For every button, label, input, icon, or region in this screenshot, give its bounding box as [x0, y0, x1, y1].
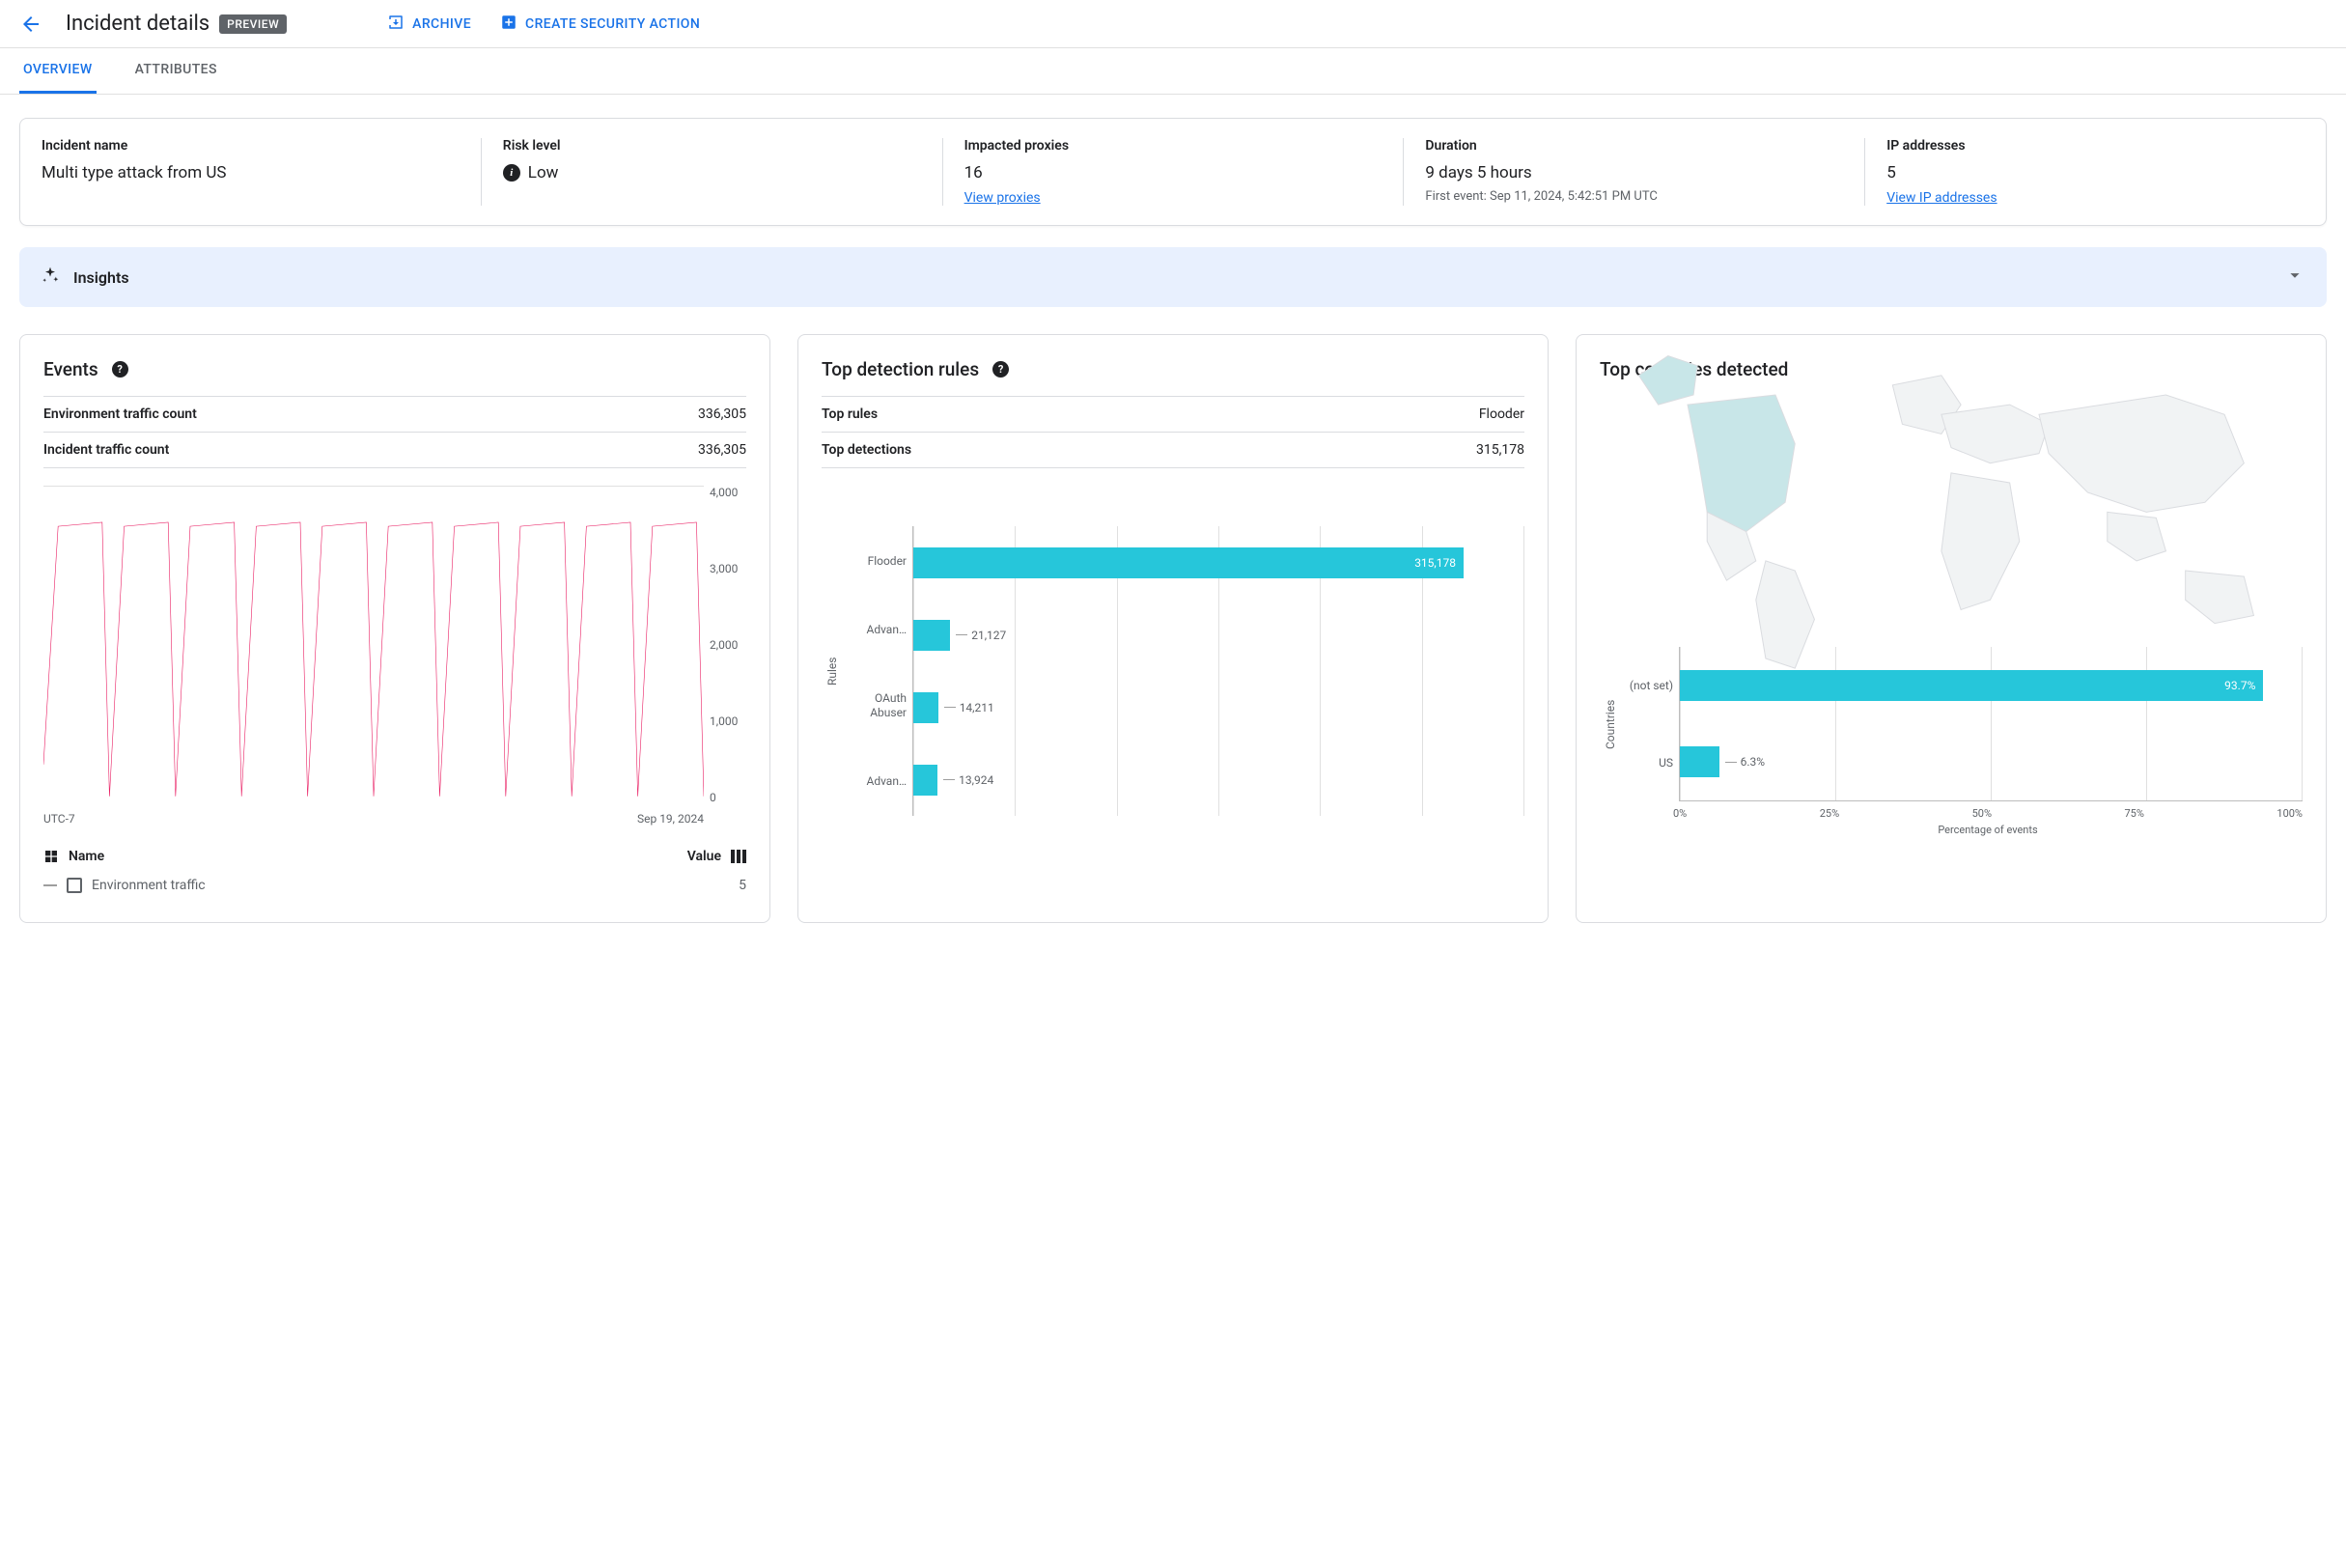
top-detections-value: 315,178	[1476, 442, 1524, 458]
view-proxies-link[interactable]: View proxies	[964, 190, 1041, 206]
ip-addresses-value: 5	[1886, 163, 2304, 182]
page-header: Incident details PREVIEW ARCHIVE CREATE …	[0, 0, 2346, 48]
xaxis-left: UTC-7	[43, 812, 75, 826]
duration-value: 9 days 5 hours	[1425, 163, 1843, 182]
world-map-svg	[1600, 307, 2303, 697]
events-title-text: Events	[43, 358, 98, 380]
incident-name-label: Incident name	[42, 138, 460, 154]
summary-incident-name: Incident name Multi type attack from US	[20, 138, 482, 206]
summary-card: Incident name Multi type attack from US …	[19, 118, 2327, 226]
rules-bar-labels: FlooderAdvan…OAuth AbuserAdvan…	[843, 526, 912, 816]
content: Incident name Multi type attack from US …	[0, 95, 2346, 946]
tabs: OVERVIEW ATTRIBUTES	[0, 48, 2346, 95]
countries-bar-chart: Countries (not set)US 93.7%6.3%	[1600, 647, 2303, 801]
summary-duration: Duration 9 days 5 hours First event: Sep…	[1404, 138, 1865, 206]
incident-traffic-label: Incident traffic count	[43, 442, 169, 458]
header-actions: ARCHIVE CREATE SECURITY ACTION	[387, 14, 700, 35]
events-panel-title: Events ?	[43, 358, 746, 380]
back-arrow-icon[interactable]	[19, 13, 42, 36]
archive-button[interactable]: ARCHIVE	[387, 14, 471, 35]
summary-risk-level: Risk level i Low	[482, 138, 943, 206]
line-chart-xaxis: UTC-7 Sep 19, 2024	[43, 812, 746, 826]
legend-checkbox[interactable]	[67, 878, 82, 893]
impacted-proxies-label: Impacted proxies	[964, 138, 1382, 154]
create-security-action-label: CREATE SECURITY ACTION	[525, 16, 700, 32]
env-traffic-row: Environment traffic count 336,305	[43, 397, 746, 433]
legend-swatch	[43, 884, 57, 886]
ip-addresses-label: IP addresses	[1886, 138, 2304, 154]
xaxis-right: Sep 19, 2024	[637, 812, 704, 826]
sparkle-icon	[41, 266, 60, 289]
env-traffic-value: 336,305	[698, 406, 746, 422]
chevron-down-icon	[2284, 265, 2305, 290]
legend-name-header: Name	[69, 849, 104, 864]
risk-level-label: Risk level	[503, 138, 921, 154]
tab-overview[interactable]: OVERVIEW	[19, 48, 97, 94]
risk-level-text: Low	[528, 163, 559, 182]
risk-level-value: i Low	[503, 163, 921, 182]
line-chart-plot	[43, 486, 704, 804]
rules-kv-table: Top rules Flooder Top detections 315,178	[822, 396, 1524, 468]
archive-label: ARCHIVE	[412, 16, 471, 32]
env-traffic-label: Environment traffic count	[43, 406, 197, 422]
help-icon[interactable]: ?	[112, 361, 128, 378]
insights-title: Insights	[73, 268, 129, 287]
countries-xaxis-wrapper: 0%25%50%75%100% Percentage of events	[1600, 801, 2303, 836]
countries-panel: Top countries detected	[1576, 334, 2327, 923]
world-map	[1600, 396, 2303, 608]
detection-rules-panel: Top detection rules ? Top rules Flooder …	[797, 334, 1549, 923]
archive-icon	[387, 14, 405, 35]
tab-attributes[interactable]: ATTRIBUTES	[131, 48, 221, 94]
top-rules-label: Top rules	[822, 406, 878, 422]
preview-badge: PREVIEW	[219, 14, 287, 34]
legend-row-value: 5	[739, 878, 746, 893]
rules-panel-title: Top detection rules ?	[822, 358, 1524, 380]
insights-bar[interactable]: Insights	[19, 247, 2327, 307]
legend-header: Name Value	[43, 841, 746, 872]
countries-yaxis-title: Countries	[1600, 647, 1621, 801]
events-kv-table: Environment traffic count 336,305 Incide…	[43, 396, 746, 468]
events-panel: Events ? Environment traffic count 336,3…	[19, 334, 770, 923]
top-rules-value: Flooder	[1479, 406, 1524, 422]
create-security-action-button[interactable]: CREATE SECURITY ACTION	[500, 14, 700, 35]
countries-bar-plot: 93.7%6.3%	[1679, 647, 2303, 801]
info-icon: i	[503, 164, 520, 182]
duration-label: Duration	[1425, 138, 1843, 154]
incident-traffic-row: Incident traffic count 336,305	[43, 433, 746, 468]
events-chart: 4,0003,0002,0001,0000 UTC-7 Sep 19, 2024…	[43, 486, 746, 899]
legend-value-header: Value	[687, 849, 721, 864]
countries-xaxis: 0%25%50%75%100%	[1673, 807, 2303, 820]
plus-box-icon	[500, 14, 517, 35]
grid-icon	[43, 849, 59, 864]
rules-title-text: Top detection rules	[822, 358, 979, 380]
page-title-text: Incident details	[66, 12, 209, 36]
impacted-proxies-value: 16	[964, 163, 1382, 182]
rules-bar-chart: Rules FlooderAdvan…OAuth AbuserAdvan… 31…	[822, 526, 1524, 816]
insights-left: Insights	[41, 266, 129, 289]
legend-row: Environment traffic 5	[43, 872, 746, 899]
legend-row-name: Environment traffic	[92, 878, 729, 893]
rules-yaxis-title: Rules	[822, 526, 843, 816]
top-detections-label: Top detections	[822, 442, 911, 458]
summary-impacted-proxies: Impacted proxies 16 View proxies	[943, 138, 1405, 206]
countries-xaxis-title: Percentage of events	[1673, 824, 2303, 836]
incident-traffic-value: 336,305	[698, 442, 746, 458]
rules-bar-plot: 315,17821,12714,21113,924	[912, 526, 1524, 816]
top-detections-row: Top detections 315,178	[822, 433, 1524, 468]
help-icon[interactable]: ?	[992, 361, 1009, 378]
panels-row: Events ? Environment traffic count 336,3…	[19, 334, 2327, 923]
summary-ip-addresses: IP addresses 5 View IP addresses	[1865, 138, 2326, 206]
view-ip-addresses-link[interactable]: View IP addresses	[1886, 190, 1997, 206]
line-chart-yaxis: 4,0003,0002,0001,0000	[704, 486, 746, 804]
duration-sub: First event: Sep 11, 2024, 5:42:51 PM UT…	[1425, 188, 1843, 206]
top-rules-row: Top rules Flooder	[822, 397, 1524, 433]
page-title: Incident details PREVIEW	[66, 12, 287, 36]
columns-icon[interactable]	[731, 850, 746, 863]
incident-name-value: Multi type attack from US	[42, 163, 460, 182]
countries-bar-labels: (not set)US	[1621, 647, 1679, 801]
